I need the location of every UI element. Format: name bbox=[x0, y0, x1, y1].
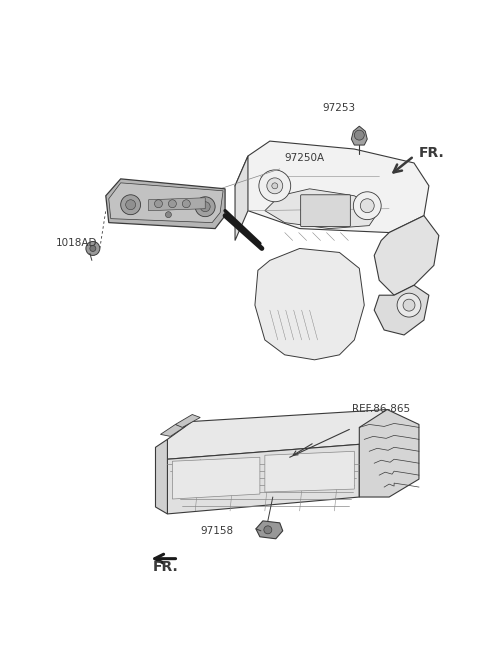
Polygon shape bbox=[255, 248, 364, 360]
Circle shape bbox=[90, 246, 96, 252]
Circle shape bbox=[195, 196, 215, 217]
Text: 97250A: 97250A bbox=[285, 153, 324, 163]
Text: 97158: 97158 bbox=[200, 526, 233, 536]
Polygon shape bbox=[168, 409, 387, 459]
Polygon shape bbox=[235, 141, 429, 233]
Circle shape bbox=[155, 200, 162, 208]
Polygon shape bbox=[265, 189, 379, 229]
Polygon shape bbox=[160, 424, 185, 436]
FancyBboxPatch shape bbox=[300, 194, 350, 227]
Circle shape bbox=[120, 194, 141, 215]
Circle shape bbox=[360, 199, 374, 213]
Polygon shape bbox=[374, 285, 429, 335]
Text: FR.: FR. bbox=[419, 146, 444, 160]
Circle shape bbox=[126, 200, 136, 210]
Circle shape bbox=[264, 526, 272, 533]
Circle shape bbox=[354, 130, 364, 140]
Text: 97253: 97253 bbox=[323, 103, 356, 113]
Polygon shape bbox=[175, 415, 200, 428]
Polygon shape bbox=[256, 521, 283, 539]
Circle shape bbox=[259, 170, 291, 202]
Polygon shape bbox=[235, 156, 248, 240]
Circle shape bbox=[272, 183, 278, 189]
Circle shape bbox=[353, 192, 381, 219]
Polygon shape bbox=[106, 179, 225, 229]
Circle shape bbox=[200, 202, 210, 212]
Circle shape bbox=[267, 178, 283, 194]
Polygon shape bbox=[156, 440, 168, 514]
Polygon shape bbox=[172, 457, 260, 499]
Circle shape bbox=[403, 299, 415, 311]
Polygon shape bbox=[168, 444, 360, 514]
Polygon shape bbox=[374, 215, 439, 295]
Text: FR.: FR. bbox=[153, 560, 178, 574]
Polygon shape bbox=[109, 183, 223, 223]
Polygon shape bbox=[360, 409, 419, 497]
Polygon shape bbox=[148, 198, 205, 211]
Circle shape bbox=[166, 212, 171, 217]
Circle shape bbox=[182, 200, 190, 208]
Circle shape bbox=[168, 200, 176, 208]
Polygon shape bbox=[265, 451, 354, 492]
Text: REF.86-865: REF.86-865 bbox=[352, 403, 410, 413]
Circle shape bbox=[397, 293, 421, 317]
Text: 1018AD: 1018AD bbox=[56, 237, 97, 248]
Polygon shape bbox=[351, 126, 367, 145]
Circle shape bbox=[86, 242, 100, 256]
